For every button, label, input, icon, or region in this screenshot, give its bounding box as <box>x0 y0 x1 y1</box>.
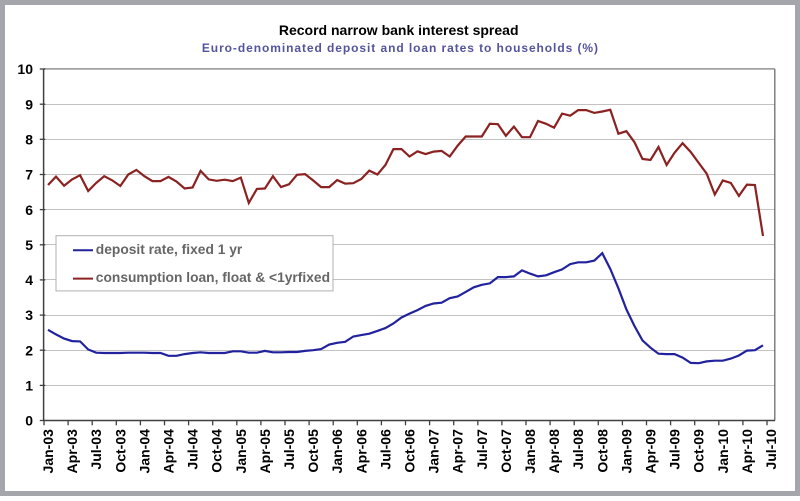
svg-text:Oct-05: Oct-05 <box>305 429 321 473</box>
svg-text:4: 4 <box>25 272 33 288</box>
svg-text:deposit rate, fixed 1 yr: deposit rate, fixed 1 yr <box>96 242 243 257</box>
svg-text:8: 8 <box>25 132 33 148</box>
svg-text:Jul-09: Jul-09 <box>667 429 683 470</box>
svg-text:7: 7 <box>25 167 33 183</box>
svg-text:Oct-09: Oct-09 <box>691 429 707 473</box>
svg-text:Apr-04: Apr-04 <box>161 429 177 474</box>
svg-text:Oct-08: Oct-08 <box>594 429 610 473</box>
svg-text:Oct-03: Oct-03 <box>112 429 128 473</box>
svg-text:Apr-07: Apr-07 <box>450 429 466 474</box>
svg-text:Oct-07: Oct-07 <box>498 429 514 473</box>
svg-text:2: 2 <box>25 342 33 358</box>
svg-text:Jan-09: Jan-09 <box>618 429 634 474</box>
svg-text:Apr-08: Apr-08 <box>546 429 562 474</box>
svg-text:Jul-05: Jul-05 <box>281 429 297 470</box>
svg-text:Jul-07: Jul-07 <box>474 429 490 470</box>
svg-text:Jan-03: Jan-03 <box>40 429 56 474</box>
svg-text:Apr-03: Apr-03 <box>64 429 80 474</box>
svg-text:Jul-08: Jul-08 <box>570 429 586 470</box>
svg-text:10: 10 <box>17 61 33 77</box>
svg-text:Apr-09: Apr-09 <box>643 429 659 474</box>
svg-text:Euro-denominated deposit and l: Euro-denominated deposit and loan rates … <box>202 41 599 55</box>
svg-text:Jul-10: Jul-10 <box>763 429 779 470</box>
svg-text:0: 0 <box>25 413 33 429</box>
svg-text:6: 6 <box>25 202 33 218</box>
svg-text:Jul-06: Jul-06 <box>377 429 393 470</box>
svg-text:Record narrow bank interest sp: Record narrow bank interest spread <box>279 22 519 38</box>
svg-text:Jul-04: Jul-04 <box>185 429 201 470</box>
svg-text:Oct-04: Oct-04 <box>209 429 225 473</box>
svg-text:Jan-08: Jan-08 <box>522 429 538 474</box>
svg-text:Jul-03: Jul-03 <box>88 429 104 470</box>
svg-text:Oct-06: Oct-06 <box>402 429 418 473</box>
svg-text:Apr-05: Apr-05 <box>257 429 273 474</box>
svg-text:1: 1 <box>25 378 33 394</box>
svg-text:Apr-10: Apr-10 <box>739 429 755 474</box>
svg-text:Jan-10: Jan-10 <box>715 429 731 474</box>
svg-text:9: 9 <box>25 96 33 112</box>
svg-text:Jan-07: Jan-07 <box>426 429 442 474</box>
svg-text:Apr-06: Apr-06 <box>353 429 369 474</box>
svg-text:Jan-06: Jan-06 <box>329 429 345 474</box>
svg-text:Jan-05: Jan-05 <box>233 429 249 474</box>
svg-text:Jan-04: Jan-04 <box>136 429 152 474</box>
svg-text:3: 3 <box>25 307 33 323</box>
svg-text:consumption loan, float & <1yr: consumption loan, float & <1yrfixed <box>96 270 330 285</box>
svg-text:5: 5 <box>25 237 33 253</box>
